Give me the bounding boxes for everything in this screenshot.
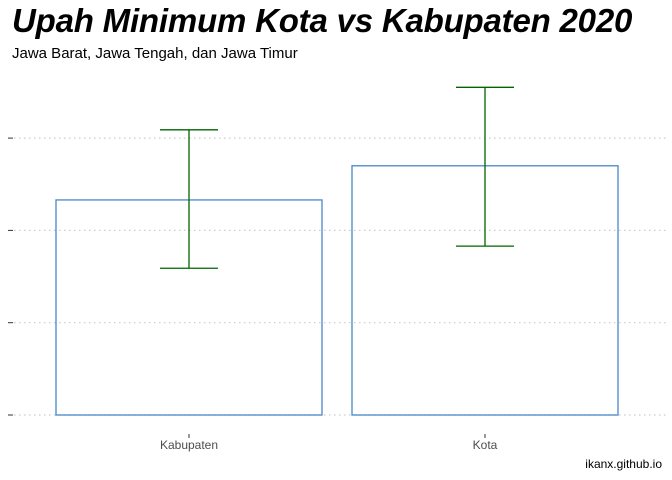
chart-caption: ikanx.github.io <box>585 457 662 471</box>
x-tick-label-kota: Kota <box>473 438 498 452</box>
chart-subtitle: Jawa Barat, Jawa Tengah, dan Jawa Timur <box>12 45 298 62</box>
chart-title: Upah Minimum Kota vs Kabupaten 2020 <box>12 2 633 39</box>
bars <box>55 165 619 416</box>
x-tick-label-kabupaten: Kabupaten <box>160 438 218 452</box>
grid-lines <box>8 137 666 416</box>
error-bars <box>160 86 514 269</box>
x-axis: Kabupaten Kota <box>160 434 498 452</box>
